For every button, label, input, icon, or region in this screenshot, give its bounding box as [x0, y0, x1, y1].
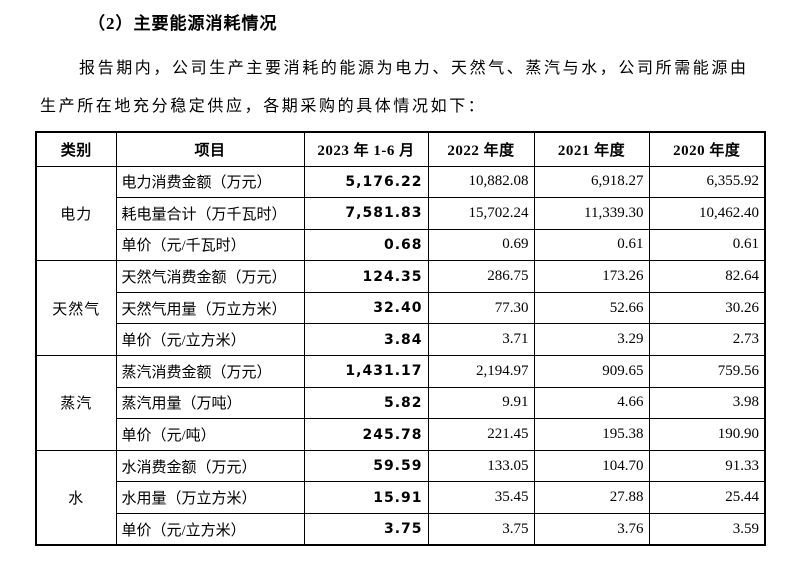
value-cell: 3.75 — [303, 513, 429, 546]
item-cell: 耗电量合计（万千瓦时） — [115, 197, 305, 230]
table-row: 电力 电力消费金额（万元） 5,176.22 10,882.08 6,918.2… — [35, 165, 766, 262]
value-cell: 30.26 — [648, 291, 766, 325]
value-cell: 82.64 — [648, 260, 766, 293]
item-cell: 电力消费金额（万元） — [115, 165, 305, 199]
value-cell: 3.98 — [648, 386, 766, 420]
value-cell: 77.30 — [427, 291, 535, 325]
value-cell: 195.38 — [533, 418, 650, 451]
value-cell: 3.71 — [427, 323, 535, 357]
value-cell: 32.40 — [303, 291, 429, 325]
value-cell: 27.88 — [533, 481, 650, 515]
value-cell: 10,882.08 — [427, 165, 535, 199]
value-cell: 6,355.92 — [648, 165, 766, 199]
intro-paragraph-line-2: 生产所在地充分稳定供应，各期采购的具体情况如下： — [40, 98, 487, 115]
value-cell: 7,581.83 — [303, 197, 429, 230]
value-cell: 11,339.30 — [533, 197, 650, 230]
value-cell: 3.75 — [427, 513, 535, 546]
item-cell: 蒸汽消费金额（万元） — [115, 355, 305, 388]
category-cell-electricity: 电力 — [35, 165, 117, 262]
table-row: 天然气 天然气消费金额（万元） 124.35 286.75 173.26 82.… — [35, 260, 766, 357]
item-cell: 单价（元/千瓦时） — [115, 228, 305, 262]
value-cell: 190.90 — [648, 418, 766, 451]
value-cell: 3.84 — [303, 323, 429, 357]
value-cell: 35.45 — [427, 481, 535, 515]
category-cell-water: 水 — [35, 449, 117, 546]
category-cell-natural-gas: 天然气 — [35, 260, 117, 357]
header-row: 类别 项目 2023 年 1-6 月 2022 年度 2021 年度 2020 … — [35, 131, 766, 167]
value-cell: 5.82 — [303, 386, 429, 420]
value-cell: 6,918.27 — [533, 165, 650, 199]
value-cell: 3.29 — [533, 323, 650, 357]
value-cell: 173.26 — [533, 260, 650, 293]
value-cell: 0.68 — [303, 228, 429, 262]
value-cell: 0.61 — [533, 228, 650, 262]
item-cell: 单价（元/吨） — [115, 418, 305, 451]
item-cell: 水消费金额（万元） — [115, 449, 305, 483]
item-cell: 天然气用量（万立方米） — [115, 291, 305, 325]
value-cell: 133.05 — [427, 449, 535, 483]
value-cell: 124.35 — [303, 260, 429, 293]
value-cell: 15,702.24 — [427, 197, 535, 230]
value-cell: 3.59 — [648, 513, 766, 546]
value-cell: 9.91 — [427, 386, 535, 420]
value-cell: 104.70 — [533, 449, 650, 483]
column-header-category: 类别 — [35, 131, 117, 167]
energy-consumption-table: 类别 项目 2023 年 1-6 月 2022 年度 2021 年度 2020 … — [35, 131, 766, 547]
value-cell: 59.59 — [303, 449, 429, 483]
value-cell: 10,462.40 — [648, 197, 766, 230]
value-cell: 245.78 — [303, 418, 429, 451]
value-cell: 25.44 — [648, 481, 766, 515]
item-cell: 天然气消费金额（万元） — [115, 260, 305, 293]
value-cell: 759.56 — [648, 355, 766, 388]
item-cell: 蒸汽用量（万吨） — [115, 386, 305, 420]
value-cell: 2.73 — [648, 323, 766, 357]
value-cell: 4.66 — [533, 386, 650, 420]
column-header-2021: 2021 年度 — [533, 131, 650, 167]
item-cell: 单价（元/立方米） — [115, 323, 305, 357]
category-cell-steam: 蒸汽 — [35, 355, 117, 451]
table-row: 水用量（万立方米） 15.91 35.45 27.88 25.44 — [36, 481, 766, 515]
item-cell: 单价（元/立方米） — [115, 513, 305, 546]
value-cell: 286.75 — [427, 260, 535, 293]
value-cell: 5,176.22 — [303, 165, 429, 199]
section-title: （2）主要能源消耗情况 — [88, 14, 278, 33]
table-row: 单价（元/立方米） 3.84 3.71 3.29 2.73 — [36, 323, 766, 357]
value-cell: 3.76 — [533, 513, 650, 546]
intro-paragraph-line-1: 报告期内，公司生产主要消耗的能源为电力、天然气、蒸汽与水，公司所需能源由 — [79, 60, 749, 77]
value-cell: 1,431.17 — [303, 355, 429, 388]
column-header-2022: 2022 年度 — [427, 131, 535, 167]
table-row: 单价（元/吨） 245.78 221.45 195.38 190.90 — [36, 418, 766, 451]
column-header-2023h1: 2023 年 1-6 月 — [303, 131, 429, 167]
value-cell: 15.91 — [303, 481, 429, 515]
table-row: 天然气用量（万立方米） 32.40 77.30 52.66 30.26 — [36, 291, 766, 325]
value-cell: 909.65 — [533, 355, 650, 388]
value-cell: 0.69 — [427, 228, 535, 262]
table-row: 单价（元/千瓦时） 0.68 0.69 0.61 0.61 — [36, 228, 766, 262]
table-row: 蒸汽用量（万吨） 5.82 9.91 4.66 3.98 — [36, 386, 766, 420]
column-header-item: 项目 — [115, 131, 305, 167]
value-cell: 2,194.97 — [427, 355, 535, 388]
value-cell: 91.33 — [648, 449, 766, 483]
table-row: 耗电量合计（万千瓦时） 7,581.83 15,702.24 11,339.30… — [36, 197, 766, 230]
item-cell: 水用量（万立方米） — [115, 481, 305, 515]
table-row: 水 水消费金额（万元） 59.59 133.05 104.70 91.33 — [35, 449, 766, 546]
value-cell: 221.45 — [427, 418, 535, 451]
table-row: 蒸汽 蒸汽消费金额（万元） 1,431.17 2,194.97 909.65 7… — [35, 355, 766, 451]
column-header-2020: 2020 年度 — [648, 131, 766, 167]
table-row: 单价（元/立方米） 3.75 3.75 3.76 3.59 — [36, 513, 766, 546]
value-cell: 52.66 — [533, 291, 650, 325]
value-cell: 0.61 — [648, 228, 766, 262]
